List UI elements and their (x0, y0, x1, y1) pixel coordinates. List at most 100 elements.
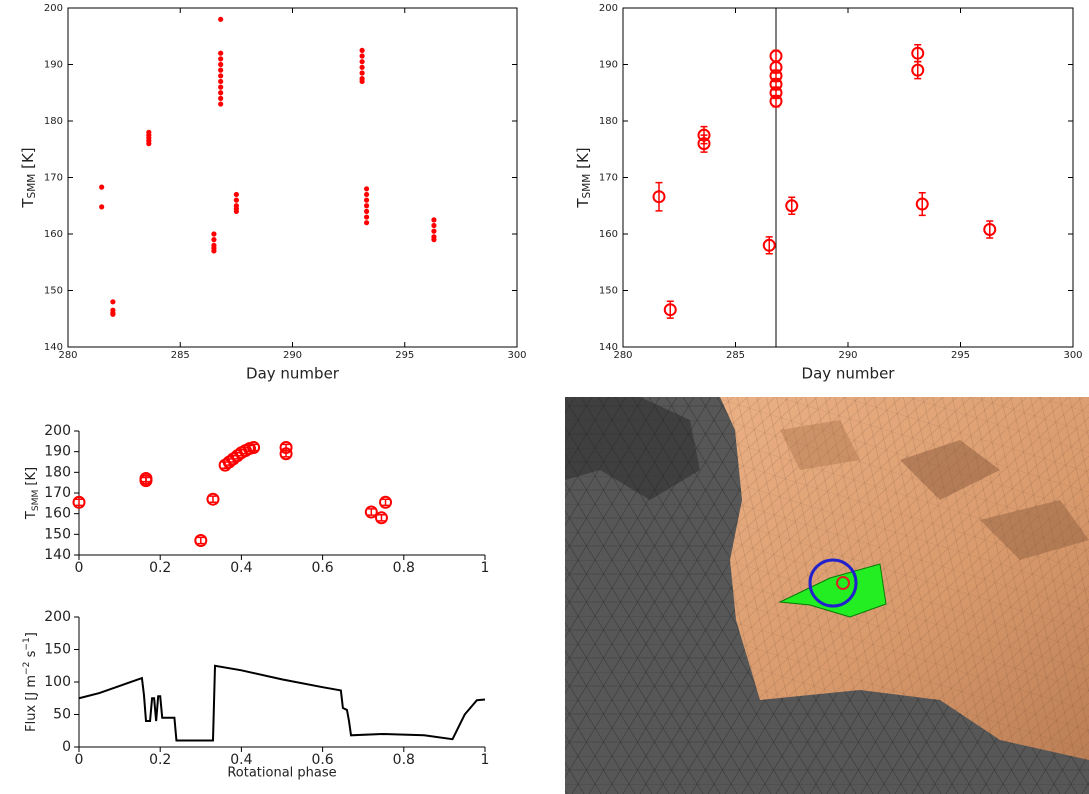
label-part: [K] (574, 147, 592, 173)
x-tick-label: 0.2 (149, 560, 171, 576)
y-tick-label: 140 (44, 547, 71, 563)
y-axis-label: TSMM [K] (24, 467, 41, 520)
error-bar (367, 508, 375, 516)
point (247, 441, 261, 455)
label-part: −1 (22, 637, 32, 650)
point (983, 222, 997, 236)
point (146, 141, 152, 147)
point (697, 137, 711, 151)
point (194, 534, 208, 548)
y-tick-label: 200 (44, 3, 63, 14)
y-axis-label: TSMM [K] (574, 147, 594, 208)
point (915, 197, 929, 211)
error-bar (918, 192, 926, 217)
y-tick-label: 150 (44, 526, 71, 542)
point (363, 214, 370, 220)
y-tick-label: 140 (599, 342, 618, 353)
point (139, 474, 153, 488)
x-tick-label: 0 (75, 560, 84, 576)
x-tick-label: 285 (171, 350, 190, 361)
point (218, 84, 224, 90)
label-part: s (24, 650, 39, 661)
point (218, 78, 224, 85)
point (206, 492, 220, 506)
label-part: −2 (22, 662, 32, 675)
point (359, 78, 365, 85)
point (359, 64, 365, 70)
error-bar (282, 449, 290, 458)
x-tick-label: 1 (481, 560, 490, 576)
y-tick-label: 160 (44, 229, 63, 240)
error-bar (377, 513, 385, 522)
point (233, 208, 239, 214)
point (211, 248, 217, 254)
point (363, 203, 370, 209)
error-bar (197, 536, 205, 545)
point (363, 186, 370, 192)
y-tick-label: 170 (44, 485, 71, 501)
x-tick-label: 0.6 (311, 752, 333, 768)
y-tick-label: 200 (44, 423, 71, 439)
x-tick-label: 0.4 (230, 560, 252, 576)
label-part: T (19, 198, 37, 209)
line (78, 664, 486, 742)
point (359, 47, 365, 53)
point (363, 220, 370, 226)
x-tick-label: 0.6 (311, 560, 333, 576)
point (218, 73, 224, 79)
x-tick-label: 295 (395, 350, 414, 361)
y-tick-label: 200 (44, 609, 71, 625)
label-part: T (574, 198, 592, 209)
point (652, 190, 666, 204)
error-bar (142, 476, 150, 485)
mesh-render (565, 397, 1089, 794)
point (211, 231, 217, 237)
x-tick-label: 0.4 (230, 752, 252, 768)
point (374, 511, 388, 525)
point (218, 95, 224, 101)
point (379, 495, 393, 509)
y-axis-label: TSMM [K] (19, 147, 39, 208)
y-tick-label: 170 (44, 173, 63, 184)
point (364, 505, 378, 519)
x-axis-label: Day number (246, 365, 340, 383)
label-part: [K] (24, 467, 39, 490)
y-tick-label: 200 (599, 3, 618, 14)
point (911, 63, 925, 77)
label-part: SMM (31, 490, 41, 511)
axes-frame (67, 7, 518, 348)
point (99, 204, 105, 210)
y-tick-label: 170 (599, 173, 618, 184)
y-tick-label: 50 (53, 707, 71, 723)
label-part: T (24, 511, 39, 520)
error-bar (655, 181, 663, 212)
point (211, 237, 217, 243)
point (363, 191, 370, 198)
point (218, 50, 224, 56)
x-axis-label: Day number (802, 365, 896, 383)
point (363, 197, 370, 203)
x-tick-label: 0.8 (393, 560, 415, 576)
x-tick-label: 280 (613, 350, 632, 361)
point (99, 184, 105, 190)
point (431, 222, 437, 229)
point (769, 49, 783, 63)
point (218, 90, 224, 96)
label-part: Flux [J m (24, 675, 39, 732)
label-part: [K] (19, 147, 37, 173)
y-tick-label: 180 (599, 116, 618, 127)
error-bar (250, 443, 258, 452)
point (110, 311, 116, 317)
panel: 0 0.2 0.4 0.6 0.8 1 0 50 100 150 200 Rotational pha… (22, 609, 490, 781)
panel: 280 285 290 295 300 140 150 160 170 180 190 200 Day … (19, 3, 527, 383)
point (785, 199, 799, 213)
label-part: SMM (26, 174, 38, 199)
y-tick-label: 190 (599, 60, 618, 71)
y-tick-label: 140 (44, 342, 63, 353)
point (363, 208, 370, 214)
point (233, 197, 239, 203)
x-tick-label: 285 (726, 350, 745, 361)
point (218, 56, 224, 62)
error-bar (382, 498, 390, 507)
x-tick-label: 300 (1063, 350, 1082, 361)
